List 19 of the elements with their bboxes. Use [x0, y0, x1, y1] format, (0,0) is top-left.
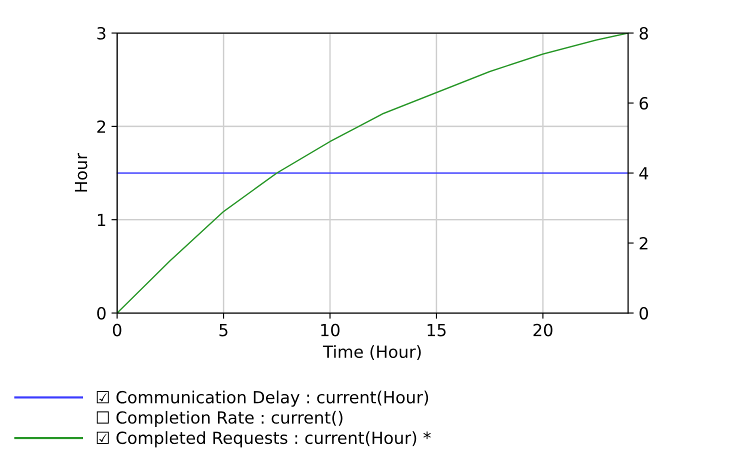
y-tick-label: 2	[97, 120, 106, 133]
y-tick-label: 1	[98, 214, 106, 226]
x-tick-label: 10	[321, 324, 340, 336]
y-tick-label: 3	[97, 27, 106, 40]
x-tick-label: 20	[534, 324, 552, 336]
text: ☐ Completion Rate : current()	[96, 410, 342, 428]
y-tick-label: 0	[97, 307, 106, 320]
legend-label: ☑ Completed Requests : current(Hour) *	[96, 431, 431, 448]
y2-tick-label: 0	[640, 307, 648, 320]
y2-tick-label: 8	[640, 27, 648, 40]
y2-tick-label: 4	[639, 167, 648, 180]
x-tick-label: 0	[112, 324, 122, 336]
x-tick-label: 15	[428, 324, 446, 336]
y-axis-title: Hour	[74, 152, 88, 192]
y2-tick-label: 6	[640, 97, 648, 110]
x-axis-title: Time (Hour)	[322, 345, 421, 360]
x-tick-label: 5	[220, 324, 228, 336]
legend-label: ☑ Communication Delay : current(Hour)	[96, 390, 428, 407]
y2-tick-label: 2	[640, 237, 648, 250]
